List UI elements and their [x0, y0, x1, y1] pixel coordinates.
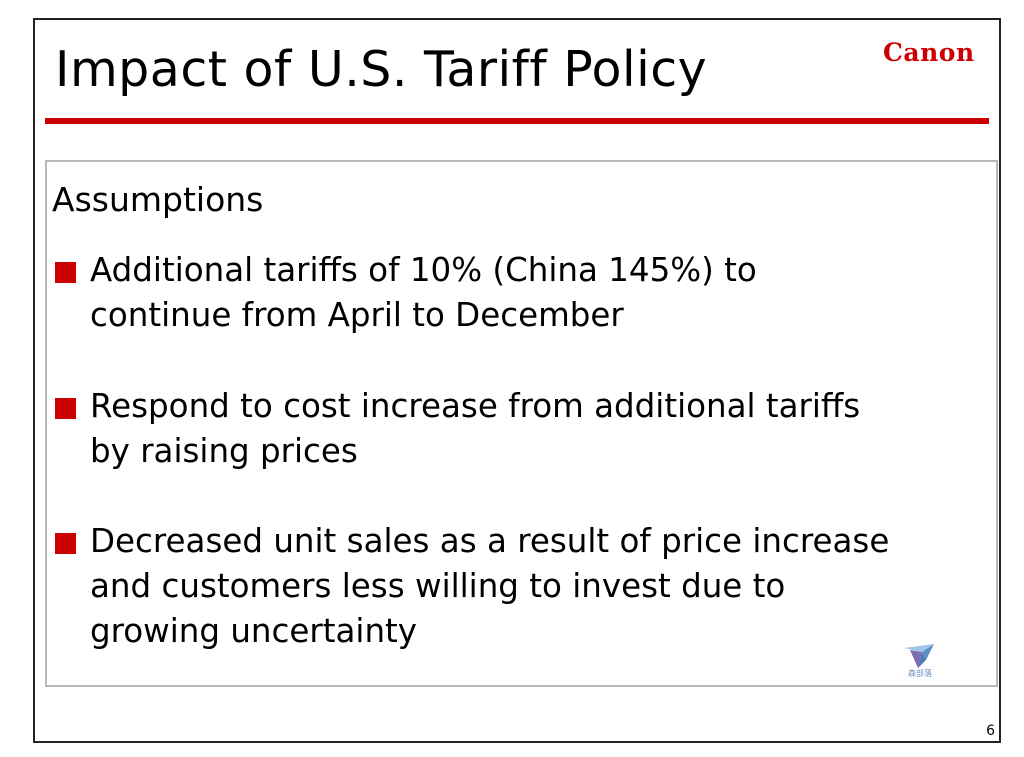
bullet-line: and customers less willing to invest due… — [90, 567, 786, 605]
red-square-bullet-icon — [55, 533, 76, 554]
bullet-line: Respond to cost increase from additional… — [90, 387, 861, 425]
slide-title: Impact of U.S. Tariff Policy — [55, 41, 708, 98]
bullet-text: Respond to cost increase from additional… — [90, 384, 860, 474]
bullet-line: growing uncertainty — [90, 612, 418, 650]
page-number: 6 — [986, 723, 995, 739]
canon-logo: Canon — [883, 38, 975, 67]
watermark-bird-logo-icon: 森部落 — [904, 644, 934, 678]
bullet-text: Additional tariffs of 10% (China 145%) t… — [90, 248, 757, 338]
bullet-line: Decreased unit sales as a result of pric… — [90, 522, 890, 560]
bullet-line: Additional tariffs of 10% (China 145%) t… — [90, 251, 757, 289]
bullet-line: by raising prices — [90, 432, 358, 470]
title-divider — [45, 118, 989, 124]
bullet-text: Decreased unit sales as a result of pric… — [90, 519, 889, 654]
section-heading: Assumptions — [52, 180, 264, 219]
bullet-line: continue from April to December — [90, 296, 624, 334]
watermark-text: 森部落 — [908, 668, 932, 678]
assumptions-box: Assumptions Additional tariffs of 10% (C… — [45, 160, 998, 687]
red-square-bullet-icon — [55, 262, 76, 283]
red-square-bullet-icon — [55, 398, 76, 419]
slide-frame: Impact of U.S. Tariff Policy Canon Assum… — [33, 18, 1001, 743]
